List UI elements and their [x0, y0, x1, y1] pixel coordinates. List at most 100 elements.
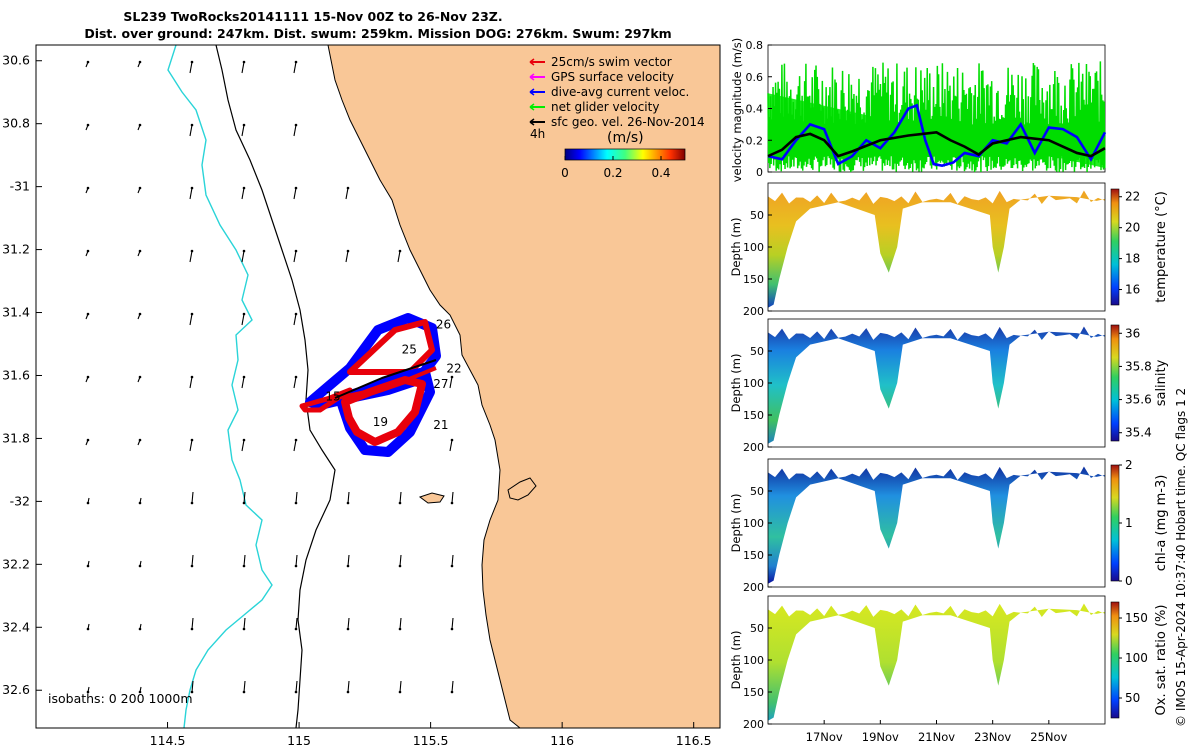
- current-arrow: [451, 554, 454, 567]
- time-tick-label: 21Nov: [918, 730, 955, 744]
- current-arrow-tail: [190, 375, 194, 379]
- colorbar-tick-label: 150: [1125, 611, 1148, 625]
- current-arrow-tail: [346, 564, 350, 568]
- current-arrow-tail: [138, 249, 142, 253]
- current-arrow: [345, 187, 349, 200]
- current-arrow: [293, 439, 297, 452]
- colorbar-tick-label: 0: [1125, 574, 1133, 588]
- legend-arrowhead: [529, 73, 535, 81]
- current-arrow-tail: [242, 501, 246, 505]
- current-arrow: [189, 250, 193, 263]
- depth-axis-label: Depth (m): [729, 631, 743, 690]
- current-arrow-tail: [138, 564, 142, 568]
- current-arrow-tail: [86, 60, 90, 64]
- current-arrow-tail: [138, 186, 142, 190]
- current-arrow-tail: [294, 123, 298, 127]
- current-arrow: [189, 439, 193, 452]
- section-panel: 50 100 150 200 Depth (m) 16 18 20 22 temperature …: [729, 182, 1169, 318]
- current-arrow-tail: [86, 501, 90, 505]
- current-arrow: [293, 187, 297, 200]
- current-arrow-tail: [398, 627, 402, 631]
- current-arrow-tail: [294, 564, 298, 568]
- current-arrow-tail: [242, 564, 246, 568]
- section-data-field: [768, 603, 1105, 721]
- current-arrow: [295, 680, 298, 693]
- current-arrow-tail: [138, 501, 142, 505]
- current-arrow-tail: [346, 249, 350, 253]
- colorbar-tick-label: 1: [1125, 516, 1133, 530]
- colorbar-tick-label: 100: [1125, 651, 1148, 665]
- current-arrow-tail: [86, 627, 90, 631]
- map-x-tick-label: 115.5: [413, 733, 449, 748]
- current-arrow-tail: [190, 123, 194, 127]
- depth-tick-label: 50: [750, 209, 764, 222]
- section-panel: 50 100 150 200 Depth (m) 35.4 35.6 35.8 36 salini…: [729, 318, 1169, 454]
- map-y-tick-label: -31: [10, 179, 30, 194]
- glider-track: [299, 313, 441, 457]
- current-arrow-tail: [294, 186, 298, 190]
- current-arrow-tail: [138, 312, 142, 316]
- current-arrow-tail: [138, 690, 142, 694]
- current-arrow-tail: [86, 564, 90, 568]
- current-arrow: [397, 250, 401, 263]
- coastline: [327, 45, 521, 728]
- isobaths-label: isobaths: 0 200 1000m: [48, 691, 193, 706]
- current-arrow-tail: [450, 501, 454, 505]
- day-label: 19: [373, 415, 388, 429]
- current-arrow-tail: [450, 690, 454, 694]
- current-arrow-tail: [294, 312, 298, 316]
- section-panel: 50 100 150 200 Depth (m) 50 100 150 Ox. sat. rat…: [729, 595, 1169, 731]
- current-arrow: [243, 617, 246, 630]
- depth-tick-label: 200: [743, 305, 764, 318]
- map-y-tick-label: 31.8: [2, 430, 30, 445]
- current-arrow-tail: [138, 627, 142, 631]
- current-arrow-tail: [190, 438, 194, 442]
- map-y-tick-label: 31.2: [2, 242, 30, 257]
- legend-arrowhead: [529, 118, 535, 126]
- depth-tick-label: 50: [750, 485, 764, 498]
- current-arrow-tail: [450, 564, 454, 568]
- current-arrow: [243, 491, 246, 504]
- track-segment: [334, 359, 437, 399]
- current-arrow-tail: [86, 690, 90, 694]
- map-x-tick-label: 116.5: [676, 733, 712, 748]
- current-arrow-tail: [242, 249, 246, 253]
- current-arrow-tail: [242, 438, 246, 442]
- day-label: 25: [402, 342, 417, 356]
- depth-tick-label: 100: [743, 517, 764, 530]
- current-arrow: [191, 554, 194, 567]
- current-arrow: [293, 250, 297, 263]
- map-panel: 114.5 115 115.5 116 116.5 30.6 30.8 -31 31.2 31.…: [2, 44, 721, 748]
- velocity-y-tick-label: 0.8: [746, 39, 764, 52]
- legend-label: 25cm/s swim vector: [551, 55, 672, 69]
- current-arrow: [189, 124, 193, 137]
- current-arrow-tail: [450, 627, 454, 631]
- current-arrow-tail: [86, 375, 90, 379]
- current-arrow-tail: [398, 501, 402, 505]
- current-arrow: [293, 61, 297, 74]
- section-colorbar: [1110, 601, 1120, 719]
- depth-tick-label: 100: [743, 241, 764, 254]
- colorbar-label: (m/s): [607, 130, 644, 146]
- depth-tick-label: 50: [750, 345, 764, 358]
- map-x-tick-label: 116: [550, 733, 574, 748]
- current-arrow-tail: [86, 249, 90, 253]
- day-label: 15: [325, 390, 340, 404]
- current-arrow: [241, 376, 245, 389]
- depth-tick-label: 150: [743, 273, 764, 286]
- current-arrow-tail: [450, 438, 454, 442]
- current-arrow-tail: [294, 438, 298, 442]
- depth-tick-label: 100: [743, 654, 764, 667]
- colorbar-label: Ox. sat. ratio (%): [1154, 605, 1169, 716]
- depth-axis-label: Depth (m): [729, 218, 743, 277]
- current-arrow-tail: [242, 60, 246, 64]
- current-arrow-tail: [398, 564, 402, 568]
- isobath-1000m: [167, 45, 273, 728]
- side-note: © IMOS 15-Apr-2024 10:37:40 Hobart time.…: [1174, 388, 1188, 727]
- current-arrow: [399, 554, 402, 567]
- current-arrow-tail: [190, 564, 194, 568]
- current-arrow-tail: [346, 501, 350, 505]
- current-arrow: [241, 187, 245, 200]
- current-arrow: [347, 491, 350, 504]
